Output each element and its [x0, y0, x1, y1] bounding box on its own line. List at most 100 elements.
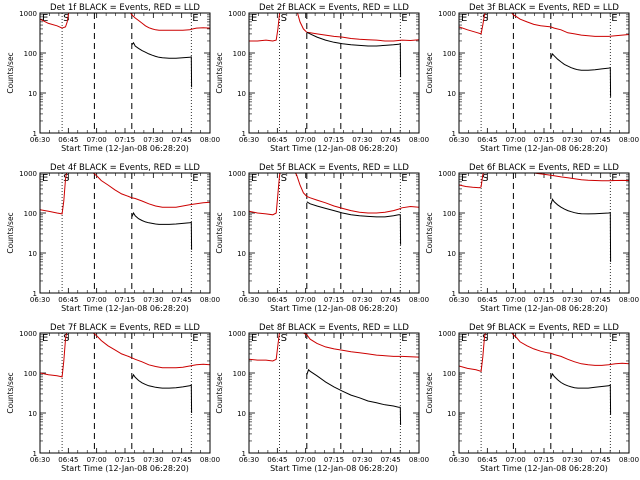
- marker-label-e: E: [192, 173, 198, 184]
- y-ticks: [40, 172, 210, 294]
- x-tick-label: 06:45: [477, 456, 497, 464]
- lld-rate-line: [459, 173, 629, 189]
- y-tick-label: 1000: [19, 10, 37, 18]
- x-tick-label: 06:45: [58, 136, 78, 144]
- y-tick-label: 1: [33, 290, 37, 298]
- y-ticks: [249, 12, 419, 134]
- lld-rate-line: [459, 13, 629, 37]
- x-tick-label: 07:45: [591, 456, 611, 464]
- x-tick-label: 07:45: [172, 296, 192, 304]
- x-tick-label: 06:45: [58, 296, 78, 304]
- y-tick-label: 1: [242, 450, 246, 458]
- y-tick-label: 10: [447, 250, 456, 258]
- x-tick-label: 06:30: [449, 136, 469, 144]
- x-tick-label: 07:45: [381, 456, 401, 464]
- marker-label-e: E: [401, 13, 407, 24]
- marker-label-e: E: [42, 333, 48, 344]
- plot-frame: [458, 172, 630, 294]
- panel-title: Det 5f BLACK = Events, RED = LLD: [259, 163, 409, 173]
- x-tick-label: 06:30: [239, 136, 259, 144]
- marker-label-e: E: [461, 13, 467, 24]
- y-axis-label: Counts/sec: [425, 212, 434, 253]
- x-tick-label: 07:15: [324, 136, 344, 144]
- detector-panel: Det 6f BLACK = Events, RED = LLD Counts/s…: [425, 163, 639, 313]
- x-tick-label: 07:15: [115, 136, 135, 144]
- x-tick-label: 07:00: [506, 456, 526, 464]
- plot-frame: [248, 172, 420, 294]
- events-rate-line: [550, 198, 612, 262]
- detector-panel: Det 9f BLACK = Events, RED = LLD Counts/s…: [425, 323, 639, 473]
- y-tick-label: 10: [28, 250, 37, 258]
- plot-frame: [39, 332, 211, 454]
- events-rate-line: [550, 372, 612, 415]
- x-tick-label: 06:45: [58, 456, 78, 464]
- x-tick-label: 07:30: [143, 456, 163, 464]
- marker-label-e: E: [42, 13, 48, 24]
- x-tick-label: 08:00: [619, 296, 639, 304]
- x-tick-label: 08:00: [200, 296, 220, 304]
- y-tick-label: 100: [24, 210, 37, 218]
- y-tick-label: 1000: [228, 330, 246, 338]
- x-tick-label: 07:15: [534, 136, 554, 144]
- y-tick-label: 1: [242, 130, 246, 138]
- marker-label-s: S: [281, 13, 287, 24]
- y-tick-label: 10: [447, 90, 456, 98]
- detector-panel: Det 7f BLACK = Events, RED = LLD Counts/s…: [6, 323, 220, 473]
- y-tick-label: 1000: [19, 330, 37, 338]
- marker-label-e: E: [192, 333, 198, 344]
- marker-label-e: E: [611, 333, 617, 344]
- y-tick-label: 1: [452, 290, 456, 298]
- y-axis-label: Counts/sec: [6, 52, 15, 93]
- marker-label-s: S: [63, 173, 69, 184]
- y-ticks: [249, 172, 419, 294]
- y-tick-label: 1: [33, 130, 37, 138]
- x-axis-label: Start Time (12-Jan-08 06:28:20): [270, 304, 398, 313]
- y-axis-label: Counts/sec: [6, 212, 15, 253]
- y-axis-label: Counts/sec: [425, 52, 434, 93]
- x-tick-label: 07:15: [115, 296, 135, 304]
- y-tick-label: 1000: [228, 10, 246, 18]
- x-tick-label: 07:00: [296, 296, 316, 304]
- x-tick-label: 08:00: [200, 456, 220, 464]
- x-tick-label: 08:00: [619, 456, 639, 464]
- events-rate-line: [306, 31, 402, 78]
- y-tick-label: 10: [237, 410, 246, 418]
- y-ticks: [459, 332, 629, 454]
- plot-frame: [248, 12, 420, 134]
- y-tick-label: 1: [242, 290, 246, 298]
- plot-frame: [39, 12, 211, 134]
- x-tick-label: 06:30: [449, 296, 469, 304]
- panel-title: Det 8f BLACK = Events, RED = LLD: [259, 323, 409, 333]
- x-tick-label: 06:45: [267, 136, 287, 144]
- events-rate-line: [306, 368, 402, 426]
- plot-frame: [458, 332, 630, 454]
- y-axis-label: Counts/sec: [215, 372, 224, 413]
- marker-label-e: E: [42, 173, 48, 184]
- marker-label-e: E: [461, 173, 467, 184]
- x-tick-label: 06:30: [30, 136, 50, 144]
- panel-title: Det 4f BLACK = Events, RED = LLD: [50, 163, 200, 173]
- x-tick-label: 07:00: [87, 296, 107, 304]
- lld-rate-line: [40, 173, 210, 215]
- y-tick-label: 1000: [228, 170, 246, 178]
- y-tick-label: 10: [28, 410, 37, 418]
- y-tick-label: 100: [443, 50, 456, 58]
- x-tick-label: 06:45: [267, 296, 287, 304]
- plot-frame: [248, 332, 420, 454]
- x-tick-label: 07:15: [534, 296, 554, 304]
- x-axis-label: Start Time (12-Jan-08 06:28:20): [480, 304, 608, 313]
- x-tick-label: 08:00: [619, 136, 639, 144]
- x-tick-label: 06:30: [239, 456, 259, 464]
- x-tick-label: 07:30: [562, 136, 582, 144]
- marker-label-s: S: [482, 333, 488, 344]
- events-rate-line: [131, 41, 193, 88]
- y-tick-label: 1: [452, 130, 456, 138]
- x-tick-label: 07:30: [143, 136, 163, 144]
- x-axis-label: Start Time (12-Jan-08 06:28:20): [270, 144, 398, 153]
- x-tick-label: 07:00: [87, 136, 107, 144]
- lld-rate-line: [249, 173, 419, 216]
- y-tick-label: 100: [233, 50, 246, 58]
- x-tick-label: 08:00: [409, 136, 429, 144]
- panel-title: Det 9f BLACK = Events, RED = LLD: [469, 323, 619, 333]
